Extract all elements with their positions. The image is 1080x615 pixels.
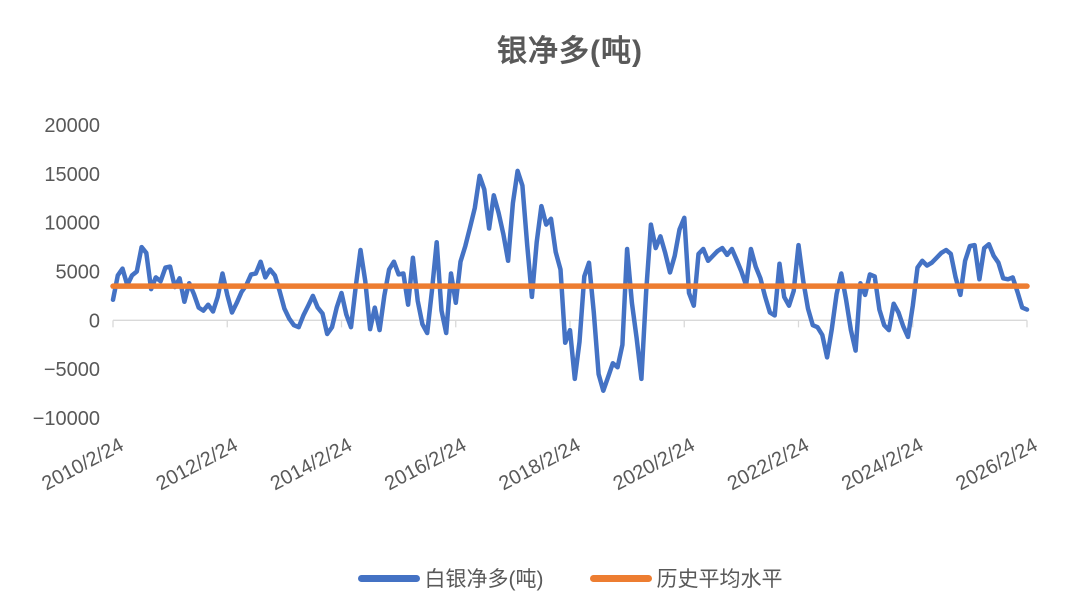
legend-line-sample-orange	[589, 574, 652, 582]
legend-line-sample-blue	[357, 574, 420, 582]
y-axis-tick-label: 10000	[44, 213, 100, 235]
x-axis-tick-label: 2020/2/24	[610, 434, 699, 495]
x-axis-tick-label: 2016/2/24	[381, 434, 470, 495]
x-axis-tick-label: 2024/2/24	[838, 434, 927, 495]
x-axis-tick-label: 2012/2/24	[153, 434, 242, 495]
y-axis-tick-label: 5000	[56, 262, 101, 284]
y-axis-tick-label: −5000	[44, 359, 100, 381]
y-axis-tick-label: 20000	[44, 115, 100, 137]
x-axis-tick-label: 2014/2/24	[267, 434, 356, 495]
y-axis-tick-label: 15000	[44, 164, 100, 186]
x-axis-tick-label: 2022/2/24	[724, 434, 813, 495]
legend-label-silver-net-long: 白银净多(吨)	[424, 568, 544, 591]
series-line-silver-net-long	[110, 168, 1030, 393]
x-axis-tick-label: 2018/2/24	[495, 434, 584, 495]
legend-item-historical-average: 历史平均水平	[589, 563, 783, 593]
y-axis-tick-label: −10000	[33, 408, 100, 430]
x-axis-tick-label: 2026/2/24	[952, 434, 1041, 495]
chart-title: 银净多(吨)	[497, 35, 643, 68]
y-axis-tick-label: 0	[89, 310, 100, 332]
chart-plot: 20000 15000 10000 5000 0 −5000 −10000 2010/2/24…	[33, 115, 1042, 495]
legend: 白银净多(吨) 历史平均水平	[30, 563, 1080, 593]
legend-label-historical-average: 历史平均水平	[656, 568, 783, 591]
legend-item-silver-net-long: 白银净多(吨)	[357, 563, 544, 593]
x-axis-tick-label: 2010/2/24	[38, 434, 127, 495]
